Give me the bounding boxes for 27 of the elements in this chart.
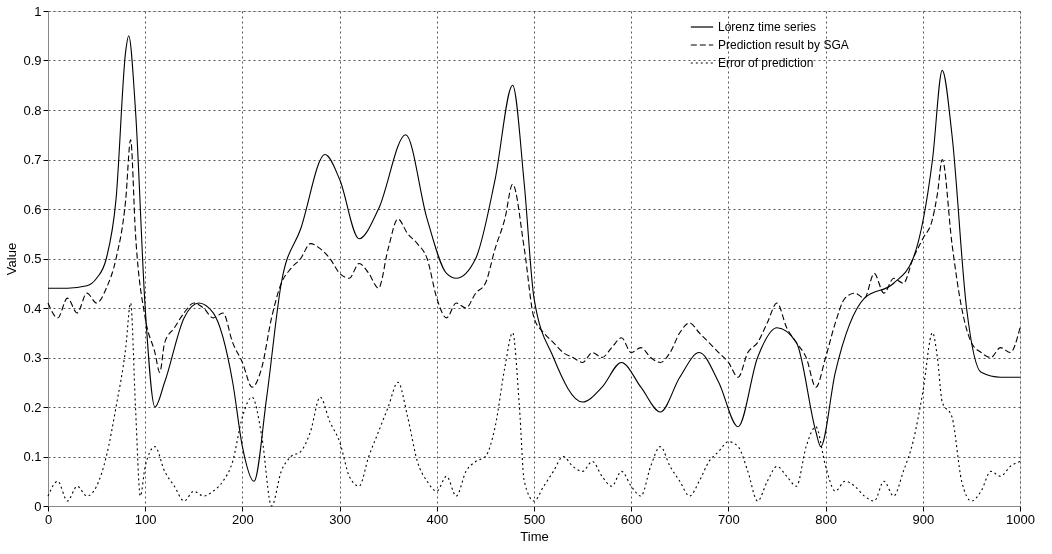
y-tick-label: 0.5 — [23, 251, 42, 266]
y-axis-title: Value — [4, 242, 20, 276]
x-tick-label: 500 — [523, 511, 546, 527]
x-axis-title: Time — [520, 528, 549, 544]
x-tick-label: 200 — [232, 511, 254, 527]
x-tick-label: 700 — [718, 511, 740, 527]
y-tick-label: 0.2 — [23, 399, 42, 415]
legend-label: Error of prediction — [718, 56, 814, 70]
x-tick-label: 300 — [329, 511, 351, 527]
y-tick-label: 0.9 — [23, 53, 42, 68]
y-tick-label: 0.3 — [23, 350, 42, 365]
x-tick-label: 400 — [426, 511, 449, 527]
x-tick-label: 800 — [815, 511, 837, 527]
x-tick-label: 0 — [44, 511, 53, 527]
y-tick-label: 0.1 — [23, 449, 42, 464]
x-tick-label: 100 — [134, 511, 157, 527]
y-tick-label: 0.7 — [23, 152, 42, 167]
x-tick-label: 900 — [912, 511, 935, 527]
legend-label: Prediction result by SGA — [718, 38, 849, 52]
x-tick-label: 1000 — [1006, 511, 1035, 527]
x-tick-label: 600 — [620, 511, 643, 527]
y-tick-label: 0.4 — [23, 300, 42, 316]
y-tick-label: 0.8 — [23, 102, 42, 118]
legend-label: Lorenz time series — [718, 20, 817, 34]
y-tick-label: 0 — [34, 498, 42, 514]
y-tick-label: 0.6 — [23, 201, 42, 217]
y-tick-label: 1 — [34, 3, 42, 19]
